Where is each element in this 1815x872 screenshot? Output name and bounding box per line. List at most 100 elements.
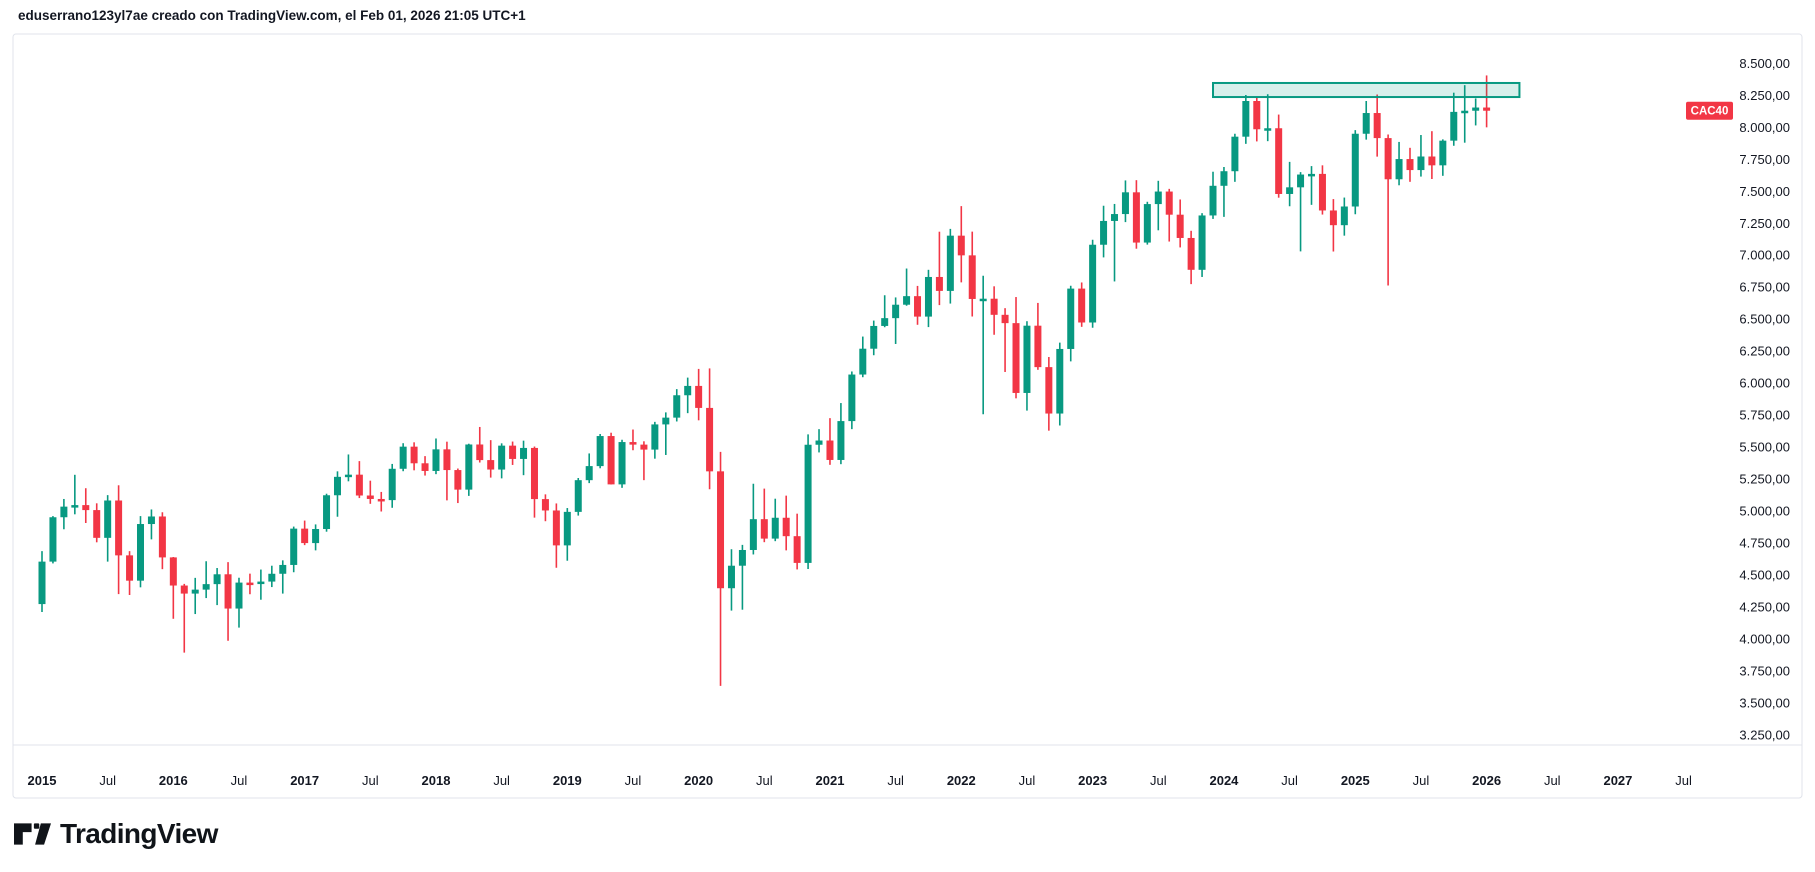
candle-2022-07 <box>1023 321 1031 411</box>
candle-2018-08 <box>509 441 517 465</box>
candle-2024-06 <box>1275 114 1283 198</box>
candle-2019-02 <box>574 477 582 516</box>
candle-2018-10 <box>530 446 538 518</box>
time-tick-label: 2025 <box>1341 773 1370 788</box>
time-tick-label: Jul <box>625 773 642 788</box>
candle-2019-08 <box>640 441 648 481</box>
candle-2017-12 <box>421 456 429 476</box>
candle-2017-03 <box>323 493 331 532</box>
candle-2016-02 <box>180 583 188 653</box>
candle-2017-02 <box>312 524 320 551</box>
price-tick-label: 8.500,00 <box>1739 56 1790 71</box>
candle-2021-06 <box>881 295 889 328</box>
candle-2024-05 <box>1264 94 1272 142</box>
candle-2024-04 <box>1253 96 1261 142</box>
price-tick-label: 8.250,00 <box>1739 88 1790 103</box>
candle-2017-10 <box>399 443 407 472</box>
candle-2018-05 <box>476 426 484 463</box>
candle-2025-02 <box>1362 101 1370 140</box>
candle-2025-09 <box>1439 139 1447 176</box>
candle-2022-12 <box>1078 282 1086 327</box>
price-tick-label: 6.250,00 <box>1739 344 1790 359</box>
candle-2016-05 <box>213 568 221 606</box>
price-tick-label: 3.750,00 <box>1739 663 1790 678</box>
time-tick-label: 2017 <box>290 773 319 788</box>
candle-2024-01 <box>1220 166 1228 217</box>
candles-pane[interactable] <box>38 75 1491 686</box>
candle-2025-01 <box>1351 130 1359 215</box>
candle-2022-02 <box>968 231 976 317</box>
candle-2022-10 <box>1056 342 1064 426</box>
candle-2020-03 <box>717 451 725 686</box>
tradingview-logo-text: TradingView <box>60 818 218 849</box>
candle-2015-12 <box>158 512 166 570</box>
candle-2018-01 <box>432 438 440 475</box>
price-tick-label: 3.250,00 <box>1739 727 1790 742</box>
time-tick-label: Jul <box>1675 773 1692 788</box>
time-tick-label: 2026 <box>1472 773 1501 788</box>
candle-2017-07 <box>366 480 374 504</box>
candle-2022-09 <box>1045 357 1053 431</box>
tradingview-logo[interactable]: TradingView <box>14 818 218 850</box>
candle-2019-10 <box>662 412 670 455</box>
candle-2022-03 <box>979 275 987 415</box>
candle-2019-05 <box>607 432 615 485</box>
candle-2016-07 <box>235 577 243 628</box>
candle-2023-05 <box>1132 180 1140 249</box>
price-tick-label: 5.250,00 <box>1739 472 1790 487</box>
candle-2021-04 <box>859 336 867 378</box>
candle-2023-10 <box>1187 230 1195 285</box>
candle-2022-05 <box>1001 308 1009 372</box>
candle-2025-03 <box>1373 94 1381 157</box>
candle-2015-08 <box>115 485 123 595</box>
price-tick-label: 4.000,00 <box>1739 631 1790 646</box>
time-tick-label: Jul <box>1413 773 1430 788</box>
time-tick-label: Jul <box>1281 773 1298 788</box>
candle-2015-03 <box>60 498 68 530</box>
candle-2016-11 <box>279 560 287 594</box>
candle-2015-01 <box>38 551 46 613</box>
price-scale[interactable]: 8.500,00 8.250,00 8.000,00 7.750,00 7.500,00… <box>1739 56 1790 742</box>
candle-2024-08 <box>1297 172 1305 252</box>
candle-2016-10 <box>268 565 276 588</box>
candle-2019-04 <box>596 434 604 469</box>
candle-2023-08 <box>1165 188 1173 242</box>
candle-2018-11 <box>541 494 549 522</box>
time-tick-label: 2019 <box>553 773 582 788</box>
price-tick-label: 5.750,00 <box>1739 408 1790 423</box>
price-tick-label: 5.500,00 <box>1739 440 1790 455</box>
candle-2025-07 <box>1417 135 1425 177</box>
resistance-zone-rect[interactable] <box>1212 81 1521 99</box>
time-tick-label: Jul <box>231 773 248 788</box>
candle-2017-05 <box>344 454 352 482</box>
candle-2015-02 <box>49 516 57 564</box>
time-tick-label: Jul <box>493 773 510 788</box>
candle-2023-12 <box>1209 171 1217 219</box>
symbol-badge[interactable]: CAC40 <box>1686 101 1733 120</box>
candle-2016-03 <box>191 577 199 615</box>
candle-2019-03 <box>585 453 593 484</box>
time-scale[interactable]: 2015 Jul 2016 Jul 2017 Jul 2018 Jul 2019 Jul 2020 J… <box>28 773 1692 788</box>
price-tick-label: 8.000,00 <box>1739 120 1790 135</box>
time-tick-label: Jul <box>99 773 116 788</box>
candle-2022-04 <box>990 286 998 335</box>
price-tick-label: 6.750,00 <box>1739 280 1790 295</box>
candle-2023-06 <box>1143 201 1151 245</box>
candle-2017-04 <box>333 471 341 517</box>
candle-2020-05 <box>738 544 746 610</box>
candle-2022-11 <box>1067 285 1075 362</box>
time-tick-label: Jul <box>887 773 904 788</box>
candle-2025-10 <box>1450 92 1458 146</box>
candle-2022-08 <box>1034 302 1042 370</box>
candle-2020-09 <box>782 495 790 551</box>
candle-2026-01 <box>1483 75 1491 128</box>
candle-2017-09 <box>388 463 396 508</box>
candle-2023-09 <box>1176 199 1184 248</box>
candle-2023-04 <box>1121 180 1129 223</box>
candle-2018-02 <box>443 441 451 501</box>
candle-2024-09 <box>1308 166 1316 205</box>
time-tick-label: Jul <box>1150 773 1167 788</box>
candle-2015-11 <box>147 509 155 540</box>
candle-2024-07 <box>1286 161 1294 207</box>
